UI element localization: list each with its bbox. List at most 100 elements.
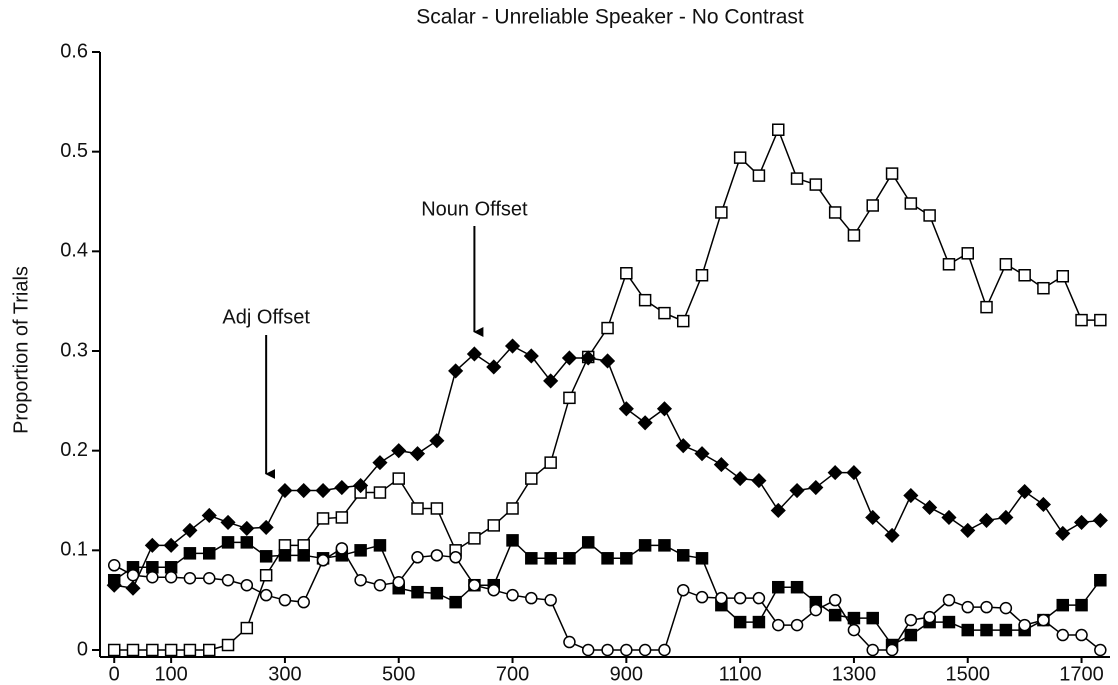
marker <box>772 123 785 136</box>
marker <box>676 549 690 562</box>
marker <box>203 643 216 657</box>
y-tick-label: 0.5 <box>60 140 88 162</box>
marker <box>732 471 748 487</box>
marker <box>164 643 178 657</box>
marker <box>1075 313 1088 327</box>
marker <box>752 591 766 605</box>
y-tick-label: 0.2 <box>60 439 88 461</box>
marker <box>638 643 652 657</box>
marker <box>203 571 216 585</box>
marker <box>391 443 407 459</box>
marker <box>827 465 843 481</box>
marker <box>1075 628 1088 642</box>
marker <box>581 643 595 657</box>
marker <box>239 520 255 536</box>
marker <box>525 472 538 485</box>
marker <box>980 623 993 637</box>
marker <box>221 573 235 587</box>
marker <box>201 507 217 524</box>
marker <box>695 552 709 565</box>
marker <box>1035 496 1051 513</box>
marker <box>923 209 936 222</box>
marker <box>487 519 501 532</box>
marker <box>563 552 576 565</box>
marker <box>525 552 538 565</box>
marker <box>429 433 445 449</box>
marker <box>107 573 121 587</box>
marker <box>999 623 1013 637</box>
marker <box>733 151 747 164</box>
marker <box>865 509 881 526</box>
marker <box>695 269 709 282</box>
marker <box>221 638 235 652</box>
marker <box>904 613 918 627</box>
marker <box>637 415 653 431</box>
marker <box>126 569 140 582</box>
marker <box>259 569 273 582</box>
marker <box>885 643 899 657</box>
marker <box>620 267 633 280</box>
marker <box>240 621 254 635</box>
marker <box>183 571 197 585</box>
marker <box>733 615 747 629</box>
marker <box>430 549 444 562</box>
marker <box>144 537 160 553</box>
marker <box>885 167 899 180</box>
marker <box>221 536 235 549</box>
x-tick-label: 1100 <box>719 663 762 685</box>
x-tick-label: 500 <box>382 663 415 685</box>
marker <box>506 588 519 602</box>
marker <box>847 623 861 637</box>
marker <box>373 578 387 592</box>
marker <box>676 583 690 597</box>
marker <box>828 593 842 607</box>
marker <box>694 446 710 462</box>
y-tick-label: 0.6 <box>60 40 88 62</box>
marker <box>713 457 729 473</box>
marker <box>468 578 481 592</box>
marker <box>544 593 557 607</box>
marker <box>220 514 236 530</box>
marker <box>1094 643 1107 657</box>
marker <box>847 611 861 625</box>
marker <box>809 178 823 191</box>
marker <box>334 479 350 496</box>
marker <box>658 306 671 320</box>
marker <box>658 643 671 657</box>
marker <box>695 590 709 604</box>
marker <box>411 551 424 564</box>
y-tick-label: 0 <box>77 638 88 660</box>
marker <box>448 363 464 379</box>
marker <box>942 258 956 271</box>
marker <box>580 350 596 366</box>
marker <box>1055 525 1071 541</box>
marker <box>638 293 652 307</box>
marker <box>809 603 823 617</box>
marker <box>392 472 405 485</box>
marker <box>789 482 805 499</box>
marker <box>676 314 690 328</box>
marker <box>354 573 367 587</box>
marker <box>525 591 538 605</box>
marker <box>980 300 993 314</box>
marker <box>277 482 293 499</box>
marker <box>373 486 387 499</box>
marker <box>960 522 976 538</box>
x-tick-label: 300 <box>268 663 301 685</box>
marker <box>601 321 614 335</box>
marker <box>544 456 557 469</box>
x-tick-label: 1700 <box>1059 663 1104 685</box>
marker <box>1018 618 1031 632</box>
marker <box>1094 313 1107 327</box>
y-axis-label: Proportion of Trials <box>10 266 32 434</box>
marker <box>335 511 349 524</box>
marker <box>675 438 691 454</box>
x-tick-label: 900 <box>610 663 643 685</box>
marker <box>372 455 388 471</box>
marker <box>258 519 274 535</box>
marker <box>866 611 879 625</box>
marker <box>903 487 919 504</box>
marker <box>656 401 673 417</box>
marker <box>620 552 633 565</box>
